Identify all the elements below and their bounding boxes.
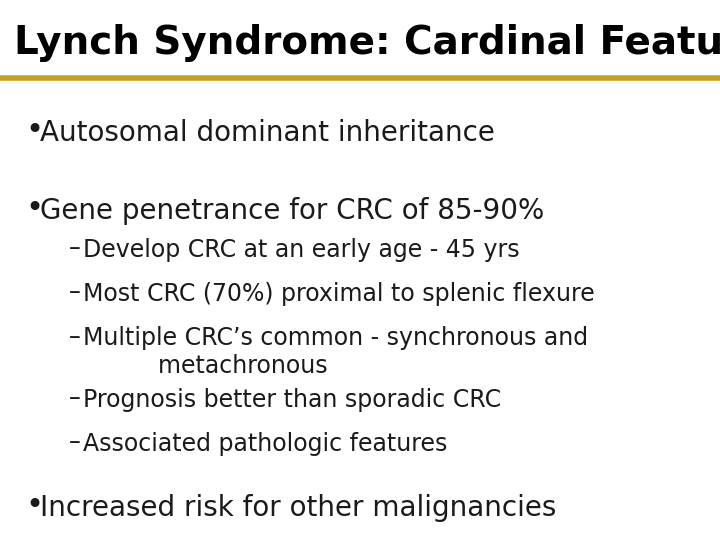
Text: •: • — [25, 116, 43, 145]
Text: •: • — [25, 194, 43, 224]
Text: –: – — [68, 236, 80, 260]
Text: Associated pathologic features: Associated pathologic features — [83, 432, 447, 456]
Text: Develop CRC at an early age - 45 yrs: Develop CRC at an early age - 45 yrs — [83, 238, 519, 261]
Text: Prognosis better than sporadic CRC: Prognosis better than sporadic CRC — [83, 388, 501, 411]
Text: –: – — [68, 386, 80, 410]
Text: •: • — [25, 491, 43, 521]
Text: –: – — [68, 325, 80, 348]
Text: –: – — [68, 430, 80, 454]
Text: Most CRC (70%) proximal to splenic flexure: Most CRC (70%) proximal to splenic flexu… — [83, 282, 595, 306]
Text: Multiple CRC’s common - synchronous and
          metachronous: Multiple CRC’s common - synchronous and … — [83, 326, 588, 378]
Text: Gene penetrance for CRC of 85-90%: Gene penetrance for CRC of 85-90% — [40, 197, 544, 225]
Text: –: – — [68, 280, 80, 304]
Text: Lynch Syndrome: Cardinal Features: Lynch Syndrome: Cardinal Features — [14, 24, 720, 62]
Text: Autosomal dominant inheritance: Autosomal dominant inheritance — [40, 119, 495, 147]
Text: Increased risk for other malignancies: Increased risk for other malignancies — [40, 494, 556, 522]
